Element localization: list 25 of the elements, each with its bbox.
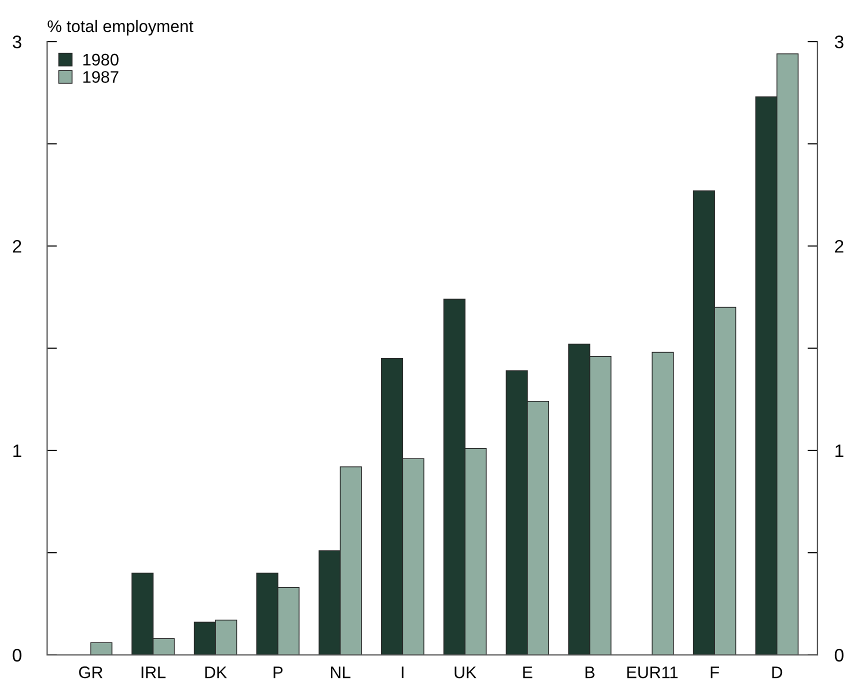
x-tick-label: E	[523, 666, 532, 678]
x-tick-label: I	[402, 666, 404, 678]
x-tick-label: IRL	[142, 666, 166, 678]
bar	[652, 352, 674, 655]
y-tick-label: 2	[12, 240, 22, 253]
y-tick-label: 3	[12, 36, 22, 48]
x-tick-label: B	[586, 666, 594, 678]
x-tick-label: UK	[454, 666, 476, 678]
y2-tick-label: 2	[835, 240, 844, 253]
x-tick-label: DK	[205, 666, 227, 678]
y-tick-label: 1	[13, 444, 22, 457]
x-tick-label: NL	[330, 666, 350, 678]
x-tick-label: D	[772, 666, 782, 678]
y-tick-label: 0	[12, 648, 22, 662]
y2-tick-label: 1	[836, 444, 844, 457]
y2-tick-label: 3	[834, 36, 844, 48]
y-axis-title: % total employment	[48, 20, 194, 36]
legend-label: 1987	[83, 71, 118, 83]
legend-label: 1980	[83, 54, 119, 66]
y2-tick-label: 0	[834, 648, 844, 662]
x-tick-label: P	[274, 666, 283, 678]
x-tick-label: GR	[79, 666, 102, 678]
x-tick-label: EUR11	[627, 666, 678, 678]
x-tick-label: F	[710, 666, 719, 678]
bar	[90, 642, 112, 655]
